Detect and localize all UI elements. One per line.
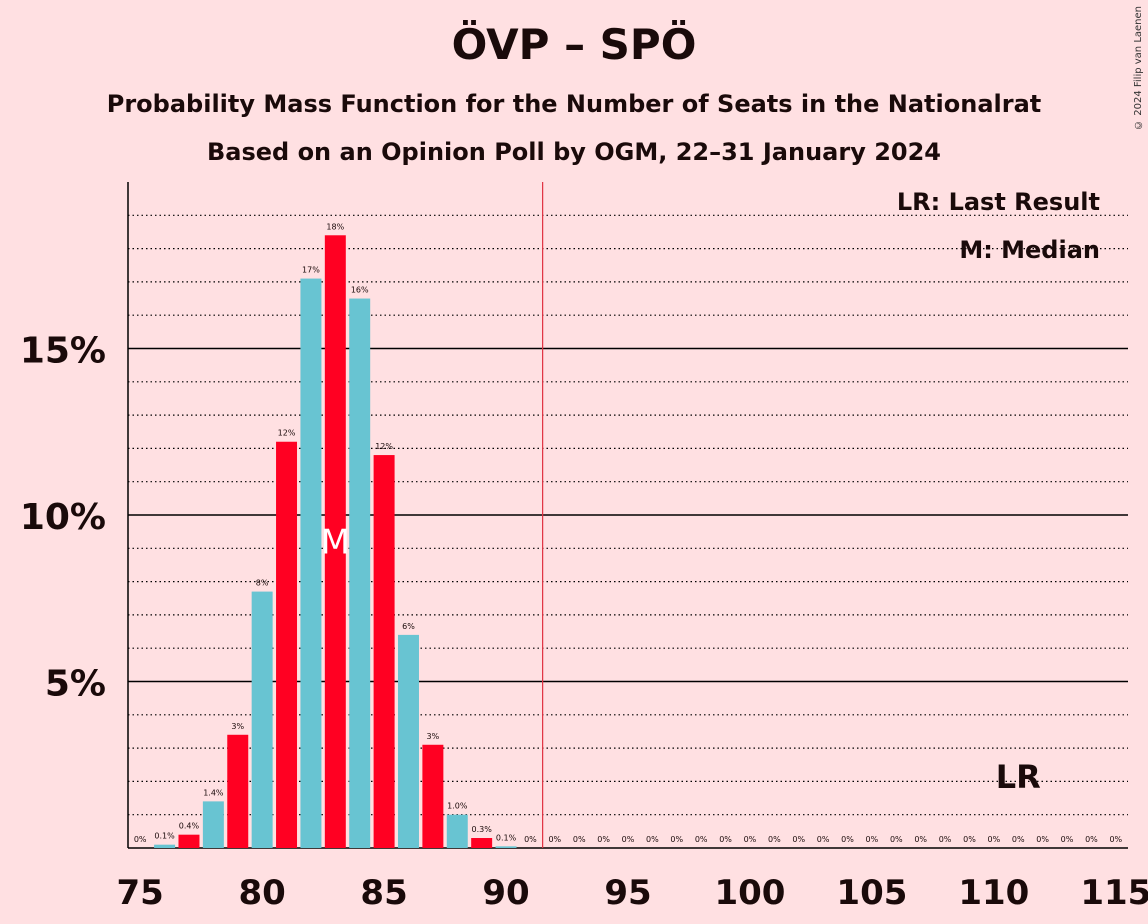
bar-value-label: 17% bbox=[302, 266, 320, 275]
x-tick-label: 100 bbox=[714, 873, 785, 913]
bar-value-label: 0.1% bbox=[154, 832, 175, 841]
bar-value-label: 0.4% bbox=[179, 822, 200, 831]
bar-value-label: 0% bbox=[670, 835, 683, 844]
bar-value-label: 0% bbox=[1061, 835, 1074, 844]
bar-value-label: 18% bbox=[326, 222, 344, 231]
bar-value-label: 0% bbox=[914, 835, 927, 844]
y-tick-label: 15% bbox=[20, 331, 106, 372]
bar-seats-80 bbox=[251, 591, 273, 848]
x-tick-label: 75 bbox=[117, 873, 164, 913]
bar-value-label: 0% bbox=[695, 835, 708, 844]
bar-value-label: 1.0% bbox=[447, 802, 468, 811]
bar-value-label: 1.4% bbox=[203, 788, 224, 797]
x-tick-label: 80 bbox=[238, 873, 285, 913]
bar-seats-85 bbox=[373, 455, 395, 848]
bar-seats-77 bbox=[178, 834, 200, 848]
chart-subtitle: Probability Mass Function for the Number… bbox=[106, 90, 1042, 118]
bar-value-label: 0% bbox=[719, 835, 732, 844]
x-tick-label: 105 bbox=[836, 873, 907, 913]
bar-value-label: 0% bbox=[1012, 835, 1025, 844]
bar-seats-89 bbox=[471, 838, 493, 848]
x-tick-label: 115 bbox=[1080, 873, 1148, 913]
bar-value-label: 0% bbox=[792, 835, 805, 844]
bar-seats-82 bbox=[300, 278, 322, 848]
y-tick-label: 5% bbox=[45, 664, 106, 705]
median-marker: M bbox=[321, 523, 350, 563]
x-tick-label: 110 bbox=[958, 873, 1029, 913]
bar-value-label: 3% bbox=[427, 732, 440, 741]
bar-value-label: 0% bbox=[768, 835, 781, 844]
bar-value-label: 0.3% bbox=[471, 825, 492, 834]
bar-value-label: 0% bbox=[988, 835, 1001, 844]
bar-value-label: 12% bbox=[375, 442, 393, 451]
bar-value-label: 0% bbox=[524, 835, 537, 844]
bar-seats-86 bbox=[398, 634, 419, 848]
x-tick-label: 90 bbox=[482, 873, 529, 913]
bar-value-label: 12% bbox=[278, 429, 296, 438]
bar-value-label: 0% bbox=[963, 835, 976, 844]
bar-seats-84 bbox=[349, 298, 371, 848]
bar-value-label: 0% bbox=[939, 835, 952, 844]
bar-value-label: 3% bbox=[231, 722, 244, 731]
bar-value-label: 0% bbox=[548, 835, 561, 844]
bar-value-label: 0% bbox=[890, 835, 903, 844]
x-tick-label: 95 bbox=[604, 873, 651, 913]
bar-seats-88 bbox=[446, 814, 468, 848]
bar-value-label: 0% bbox=[1085, 835, 1098, 844]
bar-seats-78 bbox=[202, 801, 224, 848]
x-tick-label: 85 bbox=[360, 873, 407, 913]
legend-last-result: LR: Last Result bbox=[897, 188, 1100, 216]
bar-value-label: 6% bbox=[402, 622, 415, 631]
bar-seats-81 bbox=[276, 441, 298, 848]
bar-seats-83 bbox=[324, 235, 346, 848]
bar-value-label: 0.1% bbox=[496, 833, 517, 842]
bar-seats-76 bbox=[154, 844, 176, 848]
bar-seats-79 bbox=[227, 734, 249, 848]
bar-value-label: 0% bbox=[597, 835, 610, 844]
bar-value-label: 0% bbox=[744, 835, 757, 844]
legend-median: M: Median bbox=[959, 236, 1100, 264]
bar-value-label: 0% bbox=[622, 835, 635, 844]
y-tick-label: 10% bbox=[20, 497, 106, 538]
bar-value-label: 0% bbox=[1109, 835, 1122, 844]
bar-seats-87 bbox=[422, 744, 444, 848]
bar-value-label: 0% bbox=[573, 835, 586, 844]
chart-title: ÖVP – SPÖ bbox=[451, 20, 697, 69]
bar-value-label: 0% bbox=[841, 835, 854, 844]
bar-value-label: 0% bbox=[866, 835, 879, 844]
bar-seats-90 bbox=[495, 846, 517, 848]
bar-value-label: 0% bbox=[1036, 835, 1049, 844]
bar-value-label: 16% bbox=[351, 286, 369, 295]
bar-value-label: 0% bbox=[134, 835, 147, 844]
bar-value-label: 8% bbox=[256, 579, 269, 588]
chart-source: Based on an Opinion Poll by OGM, 22–31 J… bbox=[206, 138, 941, 166]
bar-value-label: 0% bbox=[817, 835, 830, 844]
bar-value-label: 0% bbox=[646, 835, 659, 844]
last-result-marker: LR bbox=[996, 758, 1041, 796]
